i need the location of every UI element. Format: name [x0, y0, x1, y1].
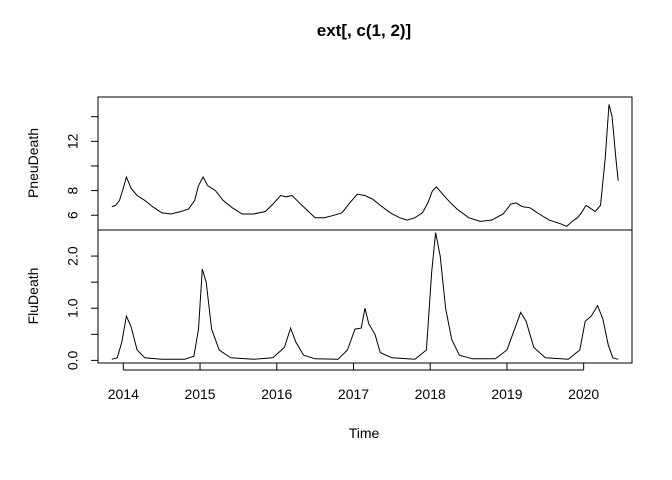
x-axis-label: Time — [349, 425, 380, 441]
pneudeath-y-tick-label: 6 — [65, 211, 81, 219]
chart-title: ext[, c(1, 2)] — [317, 21, 411, 40]
fludeath-series-line — [111, 232, 619, 360]
x-axis: 2014 2015 2016 2017 2018 2019 2020 — [108, 363, 599, 402]
pneudeath-y-axis: 6 8 12 — [65, 116, 98, 219]
pneudeath-series-line — [111, 104, 619, 227]
fludeath-y-tick-label: 1.0 — [65, 298, 81, 318]
fludeath-panel-frame — [97, 229, 633, 364]
x-tick-label: 2014 — [108, 386, 139, 402]
fludeath-y-tick-label: 2.0 — [65, 246, 81, 266]
x-tick-label: 2019 — [491, 386, 522, 402]
x-tick-label: 2015 — [184, 386, 215, 402]
x-tick-label: 2020 — [568, 386, 599, 402]
pneudeath-y-tick-label: 12 — [65, 133, 81, 149]
x-tick-label: 2017 — [338, 386, 369, 402]
x-tick-label: 2018 — [415, 386, 446, 402]
pneudeath-y-tick-label: 8 — [65, 186, 81, 194]
x-tick-label: 2016 — [261, 386, 292, 402]
pneudeath-panel-frame — [97, 96, 633, 231]
fludeath-y-tick-label: 0.0 — [65, 350, 81, 370]
fludeath-axis-label: FluDeath — [25, 268, 41, 325]
pneudeath-axis-label: PneuDeath — [25, 128, 41, 198]
fludeath-y-axis: 0.0 1.0 2.0 — [65, 246, 98, 370]
